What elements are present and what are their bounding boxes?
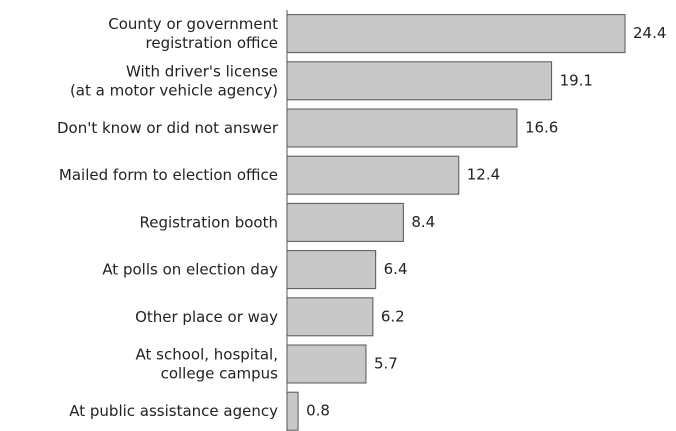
value-label: 5.7 (374, 355, 398, 373)
category-label-line: At polls on election day (102, 260, 278, 278)
bar (286, 202, 404, 242)
bar (286, 61, 553, 101)
bar (286, 344, 367, 384)
bar (286, 297, 374, 337)
category-label: At public assistance agency (69, 402, 278, 420)
category-label: With driver's license (at a motor vehicle… (70, 62, 278, 99)
bar (286, 155, 460, 195)
value-label: 16.6 (525, 119, 558, 137)
bar (286, 391, 299, 431)
category-label-line: At public assistance agency (69, 402, 278, 420)
category-label-line: (at a motor vehicle agency) (70, 81, 278, 99)
category-label-line: registration office (146, 34, 278, 52)
category-label-line: With driver's license (126, 62, 278, 80)
value-label: 8.4 (411, 213, 435, 231)
bar (286, 14, 626, 54)
category-label-line: Mailed form to election office (59, 166, 278, 184)
category-label-line: college campus (161, 364, 279, 382)
bar (286, 108, 518, 148)
category-label-line: Registration booth (140, 213, 279, 231)
value-label: 0.8 (306, 402, 330, 420)
category-label-line: Don't know or did not answer (57, 119, 279, 137)
category-label: Mailed form to election office (59, 166, 278, 184)
category-label: Other place or way (135, 307, 278, 325)
value-label: 6.4 (384, 260, 408, 278)
category-label: Registration booth (140, 213, 279, 231)
value-label: 24.4 (633, 24, 666, 42)
value-label: 19.1 (560, 71, 593, 89)
value-label: 12.4 (467, 166, 500, 184)
category-label-line: Other place or way (135, 307, 278, 325)
value-label: 6.2 (381, 307, 405, 325)
category-label-line: At school, hospital, (136, 345, 278, 363)
category-label: At polls on election day (102, 260, 278, 278)
category-label: At school, hospital, college campus (136, 345, 279, 382)
category-label-line: County or government (108, 15, 278, 33)
category-label: Don't know or did not answer (57, 119, 279, 137)
category-label: County or government registration office (108, 15, 278, 52)
bar (286, 250, 377, 290)
